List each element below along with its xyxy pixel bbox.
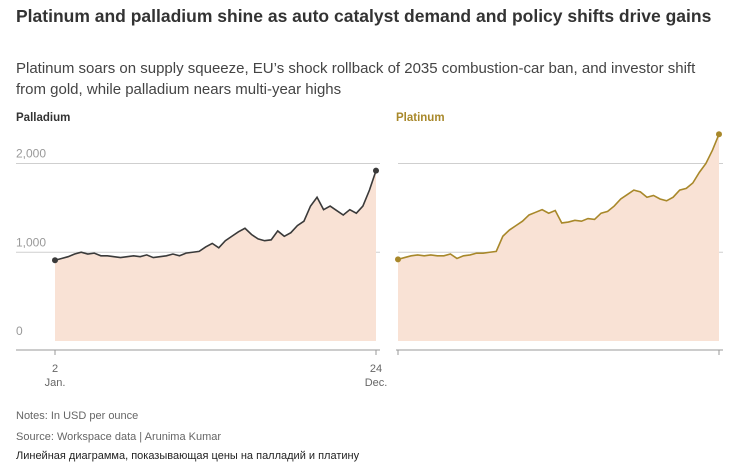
x-tick-label: 24 Dec. <box>365 363 388 389</box>
y-tick-label: 1,000 <box>16 235 46 249</box>
panel-title: Palladium <box>16 112 70 124</box>
area-fill <box>398 134 719 341</box>
end-marker <box>373 167 379 174</box>
y-tick-label: 0 <box>16 324 23 338</box>
end-marker <box>716 131 722 138</box>
area-fill <box>55 170 376 341</box>
line <box>54 170 377 262</box>
title: Platinum and palladium shine as auto cat… <box>16 6 712 26</box>
end-marker <box>395 256 401 263</box>
subtitle: Platinum soars on supply squeeze, EU’s s… <box>16 60 696 98</box>
notes: Notes: In USD per ounce <box>16 410 139 422</box>
caption: Линейная диаграмма, показывающая цены на… <box>16 450 360 462</box>
x-tick-label: 2 Jan. <box>45 363 66 389</box>
source: Source: Workspace data | Arunima Kumar <box>16 431 222 443</box>
y-tick-label: 2,000 <box>16 147 46 161</box>
end-marker <box>52 257 58 264</box>
panel-title: Platinum <box>396 112 445 124</box>
line <box>397 133 720 261</box>
